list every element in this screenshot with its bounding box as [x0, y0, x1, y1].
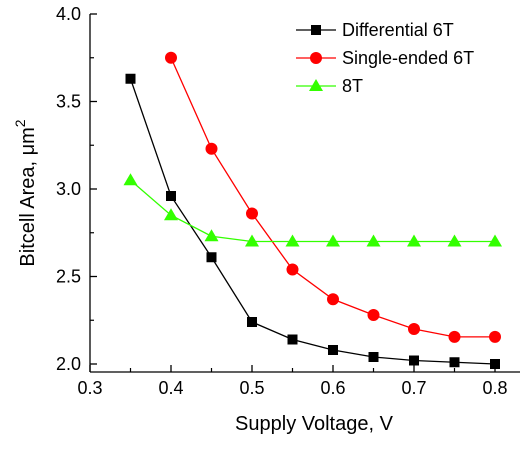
data-point-8t: [488, 234, 502, 247]
data-point-differential-6t: [125, 73, 136, 84]
data-point-differential-6t: [449, 357, 460, 368]
series-line-8t: [130, 179, 495, 243]
y-tick-label: 3.5: [56, 92, 81, 112]
data-point-8t: [326, 234, 340, 247]
x-tick-label: 0.7: [401, 378, 426, 398]
data-point-differential-6t: [247, 317, 257, 327]
legend-marker: [309, 79, 323, 91]
data-point-8t: [285, 234, 300, 247]
data-point-single-ended-6t: [448, 330, 461, 343]
series-layer: [123, 51, 502, 369]
legend-item-single-ended-6t: Single-ended 6T: [296, 48, 474, 68]
data-point-single-ended-6t: [489, 330, 501, 343]
data-point-8t: [204, 229, 219, 242]
x-tick-label: 0.4: [158, 378, 183, 398]
series-line-differential-6t: [129, 78, 496, 365]
data-point-differential-6t: [490, 359, 500, 369]
legend-label: Single-ended 6T: [342, 48, 474, 68]
y-axis-label-sup: 2: [12, 119, 28, 127]
x-tick-label: 0.3: [77, 378, 102, 398]
data-point-8t: [407, 234, 421, 247]
data-point-differential-6t: [287, 334, 298, 345]
data-point-differential-6t: [206, 252, 217, 263]
series-differential-6t: [125, 73, 500, 369]
data-point-differential-6t: [166, 191, 176, 201]
data-point-8t: [366, 234, 381, 247]
data-point-differential-6t: [328, 345, 338, 355]
series-single-ended-6t: [165, 51, 501, 343]
legend-label: Differential 6T: [342, 20, 454, 40]
data-point-single-ended-6t: [286, 263, 299, 276]
legend-label: 8T: [342, 76, 363, 96]
data-point-8t: [164, 208, 178, 221]
x-tick-label: 0.5: [239, 378, 264, 398]
y-tick-label: 2.5: [56, 267, 81, 287]
axes: 0.3 0.4 0.5 0.6 0.7 0.8 2.0 2.5 3.0 3.5 4.0: [56, 4, 520, 398]
data-point-single-ended-6t: [165, 51, 177, 64]
data-point-single-ended-6t: [408, 323, 420, 335]
data-point-single-ended-6t: [327, 293, 339, 306]
legend-item-8t: 8T: [296, 76, 363, 96]
y-tick-label: 2.0: [56, 354, 81, 374]
data-point-differential-6t: [368, 352, 379, 362]
legend-marker: [310, 52, 322, 64]
data-point-8t: [245, 234, 259, 247]
x-tick-label: 0.8: [482, 378, 507, 398]
data-point-single-ended-6t: [367, 309, 380, 321]
series-8t: [123, 173, 502, 247]
legend: Differential 6T Single-ended 6T 8T: [296, 20, 474, 96]
data-point-8t: [447, 234, 462, 247]
y-tick-label: 4.0: [56, 4, 81, 24]
data-point-differential-6t: [409, 355, 419, 366]
legend-marker: [311, 25, 321, 35]
x-axis-label: Supply Voltage, V: [235, 413, 394, 435]
x-tick-label: 0.6: [320, 378, 345, 398]
y-axis-label: Bitcell Area, μm2: [12, 119, 39, 266]
y-axis-label-unit: μm: [17, 127, 39, 155]
legend-item-differential-6t: Differential 6T: [296, 20, 454, 40]
data-point-single-ended-6t: [205, 142, 218, 155]
y-tick-label: 3.0: [56, 179, 81, 199]
data-point-8t: [123, 173, 138, 186]
data-point-single-ended-6t: [246, 207, 258, 220]
y-axis-label-main: Bitcell Area,: [17, 155, 39, 266]
